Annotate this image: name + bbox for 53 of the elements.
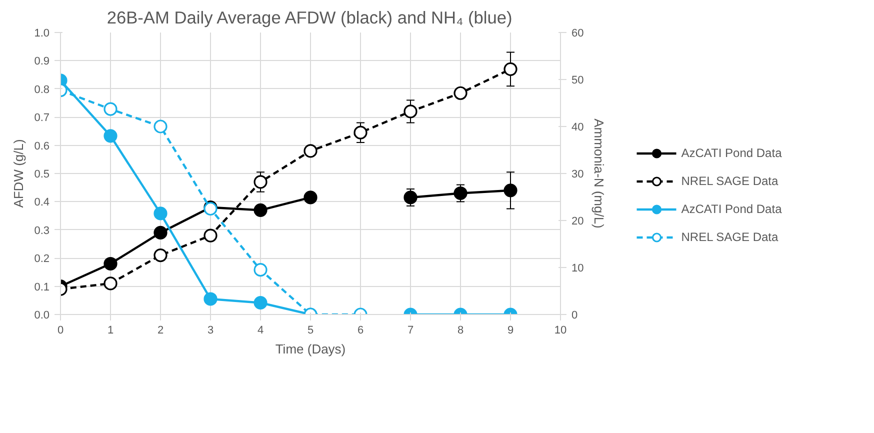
point (354, 126, 368, 140)
legend-label: NREL SAGE Data (681, 174, 778, 188)
point (304, 190, 318, 204)
legend-label: AzCATI Pond Data (681, 202, 782, 216)
point (154, 226, 168, 240)
x-tick-label: 1 (107, 324, 114, 336)
point (254, 175, 268, 189)
point (254, 203, 268, 217)
y-tick-label: 1.0 (34, 28, 50, 40)
point (304, 144, 318, 158)
x-tick-label: 7 (407, 324, 414, 336)
y-tick-label: 0.8 (34, 84, 50, 96)
y2-tick-label: 0 (572, 310, 578, 322)
y-tick-label: 0.2 (34, 253, 50, 266)
y-tick-label: 0.5 (34, 168, 50, 180)
x-axis-title: Time (Days) (275, 342, 346, 356)
point (504, 184, 518, 198)
x-tick-label: 0 (57, 324, 64, 336)
legend-label: AzCATI Pond Data (681, 146, 782, 160)
y-axis-title: AFDW (g/L) (11, 139, 26, 208)
y2-tick-label: 60 (572, 28, 584, 40)
y-tick-label: 0.6 (34, 140, 50, 152)
point (504, 62, 518, 76)
point (154, 248, 168, 262)
x-tick-label: 2 (157, 324, 164, 336)
x-tick-label: 9 (507, 324, 514, 336)
y-tick-label: 0.4 (34, 196, 50, 209)
y-tick-label: 0.1 (34, 281, 50, 294)
point (404, 104, 418, 118)
point (104, 256, 118, 271)
point (104, 276, 118, 290)
y2-tick-label: 50 (572, 74, 584, 86)
x-tick-label: 6 (357, 324, 364, 336)
y-tick-label: 0.3 (34, 224, 50, 237)
y2-tick-label: 30 (572, 168, 584, 180)
y2-tick-label: 20 (572, 216, 584, 228)
legend-label: NREL SAGE Data (681, 230, 778, 244)
point (404, 190, 418, 204)
point (454, 186, 468, 200)
x-tick-label: 4 (257, 324, 264, 336)
chart-title: 26B-AM Daily Average AFDW (black) and NH₄ (blue) (106, 8, 512, 28)
y-tick-label: 0.0 (34, 310, 50, 322)
y-tick-label: 0.9 (34, 56, 50, 68)
x-tick-label: 5 (307, 324, 314, 336)
x-tick-label: 8 (457, 324, 464, 336)
point (204, 228, 218, 242)
x-tick-label: 10 (554, 324, 567, 336)
y2-tick-label: 40 (572, 122, 584, 134)
y-tick-label: 0.7 (34, 112, 50, 124)
y2-tick-label: 10 (572, 262, 584, 274)
x-tick-label: 3 (207, 324, 214, 336)
y2-axis-title: Ammonia-N (mg/L) (592, 118, 607, 228)
point (454, 86, 468, 100)
